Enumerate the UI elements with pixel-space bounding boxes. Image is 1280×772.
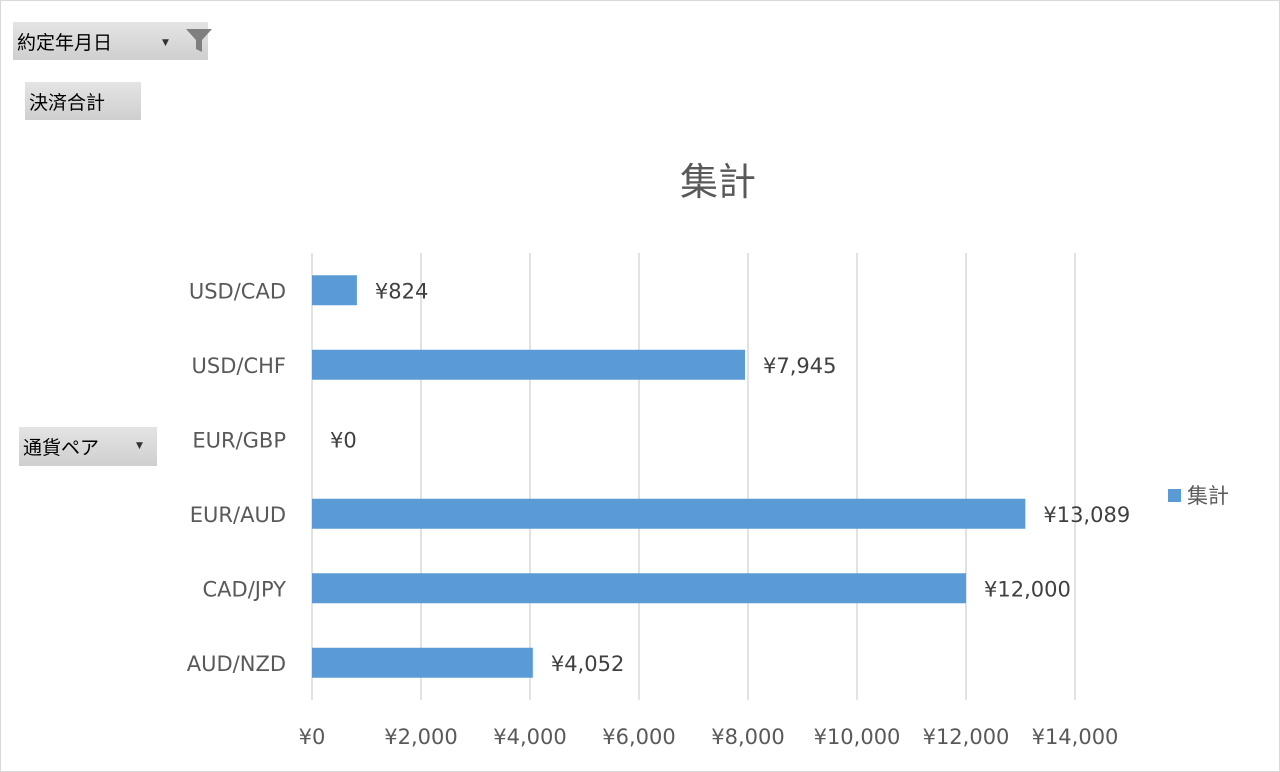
x-tick-label: ¥10,000	[814, 725, 901, 749]
x-tick-label: ¥6,000	[602, 725, 675, 749]
data-label: ¥0	[330, 428, 357, 452]
bar	[312, 647, 533, 678]
date-field-label: 約定年月日	[17, 31, 113, 54]
bar	[312, 498, 1026, 529]
x-tick-label: ¥12,000	[923, 725, 1010, 749]
x-tick-label: ¥0	[299, 725, 326, 749]
x-tick-label: ¥4,000	[493, 725, 566, 749]
data-label: ¥824	[375, 279, 428, 303]
date-filter-button[interactable]: 約定年月日 ▼	[13, 22, 212, 60]
legend-label: 集計	[1187, 484, 1229, 508]
category-label: EUR/AUD	[190, 503, 286, 527]
category-label: EUR/GBP	[192, 428, 286, 452]
filter-icon	[186, 29, 212, 52]
category-label: AUD/NZD	[187, 652, 286, 676]
data-label: ¥4,052	[551, 652, 624, 676]
chevron-down-icon: ▼	[162, 38, 169, 48]
bar	[312, 275, 357, 306]
chevron-down-icon: ▼	[136, 441, 143, 451]
category-label: USD/CAD	[189, 279, 286, 303]
bar	[312, 349, 746, 380]
value-field-button[interactable]: 決済合計	[25, 82, 141, 120]
data-label: ¥7,945	[763, 354, 836, 378]
bar	[312, 573, 966, 604]
chart-title: 集計	[680, 160, 756, 204]
category-label: CAD/JPY	[203, 577, 287, 601]
data-label: ¥13,089	[1043, 503, 1130, 527]
x-tick-label: ¥8,000	[711, 725, 784, 749]
x-tick-label: ¥2,000	[384, 725, 457, 749]
x-tick-label: ¥14,000	[1032, 725, 1119, 749]
row-field-button[interactable]: 通貨ペア ▼	[19, 427, 157, 466]
legend: 集計	[1168, 480, 1229, 510]
value-field-label: 決済合計	[29, 91, 106, 114]
category-label: USD/CHF	[192, 354, 286, 378]
data-label: ¥12,000	[984, 577, 1071, 601]
row-field-label: 通貨ペア	[23, 437, 100, 459]
legend-swatch	[1168, 488, 1181, 502]
